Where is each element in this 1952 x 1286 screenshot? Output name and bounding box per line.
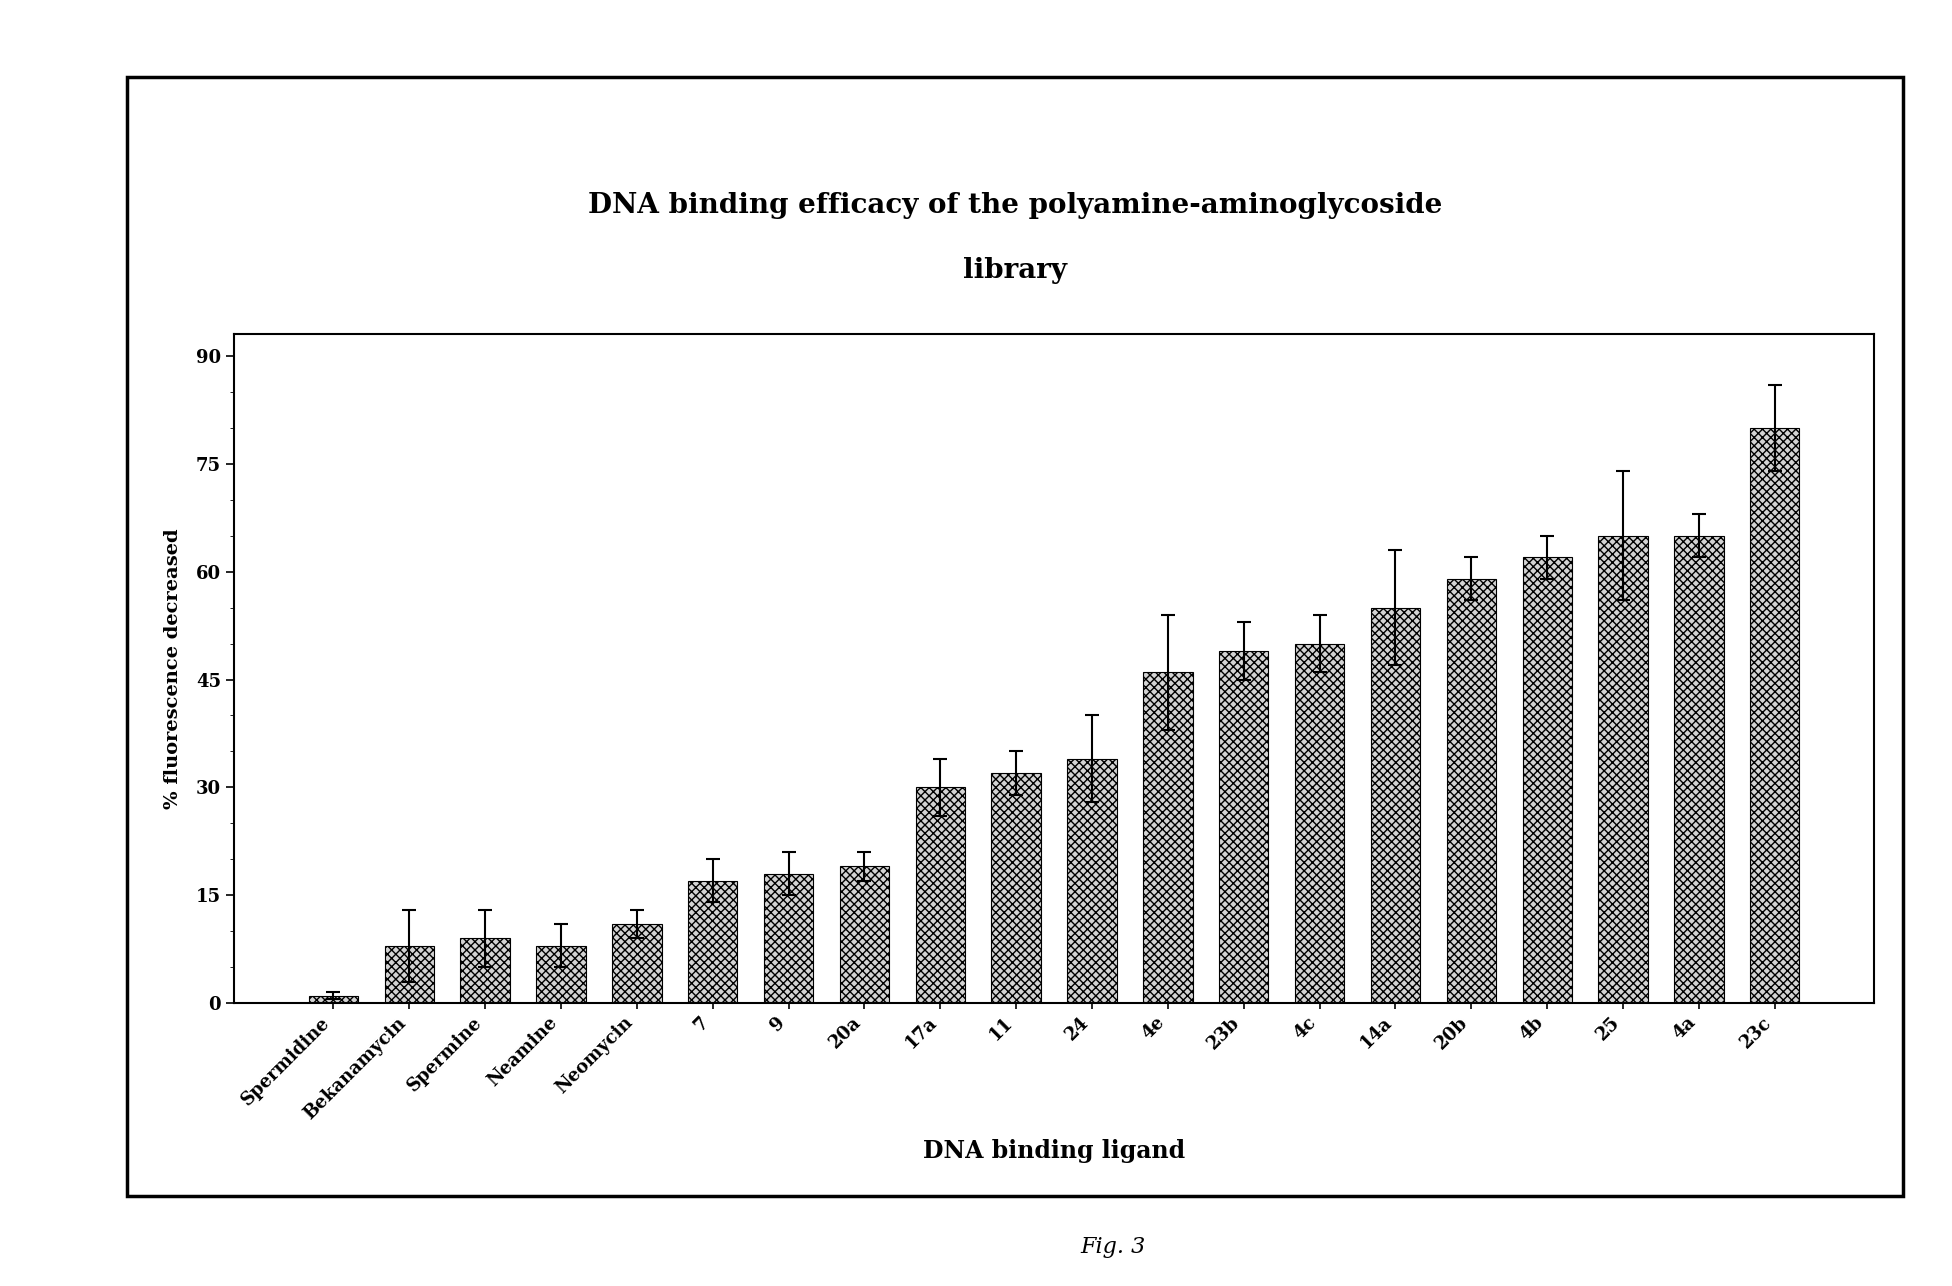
Bar (839, 867, 888, 1003)
Bar (1523, 557, 1571, 1003)
Bar (385, 945, 433, 1003)
Bar (1675, 536, 1724, 1003)
Bar (1599, 536, 1647, 1003)
X-axis label: DNA binding ligand: DNA binding ligand (923, 1139, 1185, 1164)
Bar (1220, 651, 1269, 1003)
Bar (1751, 428, 1800, 1003)
Text: Fig. 3: Fig. 3 (1079, 1236, 1146, 1259)
Bar (1370, 607, 1421, 1003)
Bar (763, 873, 814, 1003)
Y-axis label: % fluorescence decreased: % fluorescence decreased (164, 529, 182, 809)
Bar (537, 945, 586, 1003)
Text: DNA binding efficacy of the polyamine-aminoglycoside: DNA binding efficacy of the polyamine-am… (588, 193, 1443, 219)
Bar (687, 881, 738, 1003)
Bar (915, 787, 964, 1003)
Bar (992, 773, 1040, 1003)
Bar (461, 939, 509, 1003)
Bar (308, 995, 357, 1003)
Bar (1446, 579, 1495, 1003)
Bar (613, 923, 662, 1003)
Bar (1068, 759, 1117, 1003)
Bar (1144, 673, 1193, 1003)
Bar (1294, 643, 1345, 1003)
Text: library: library (962, 257, 1068, 283)
